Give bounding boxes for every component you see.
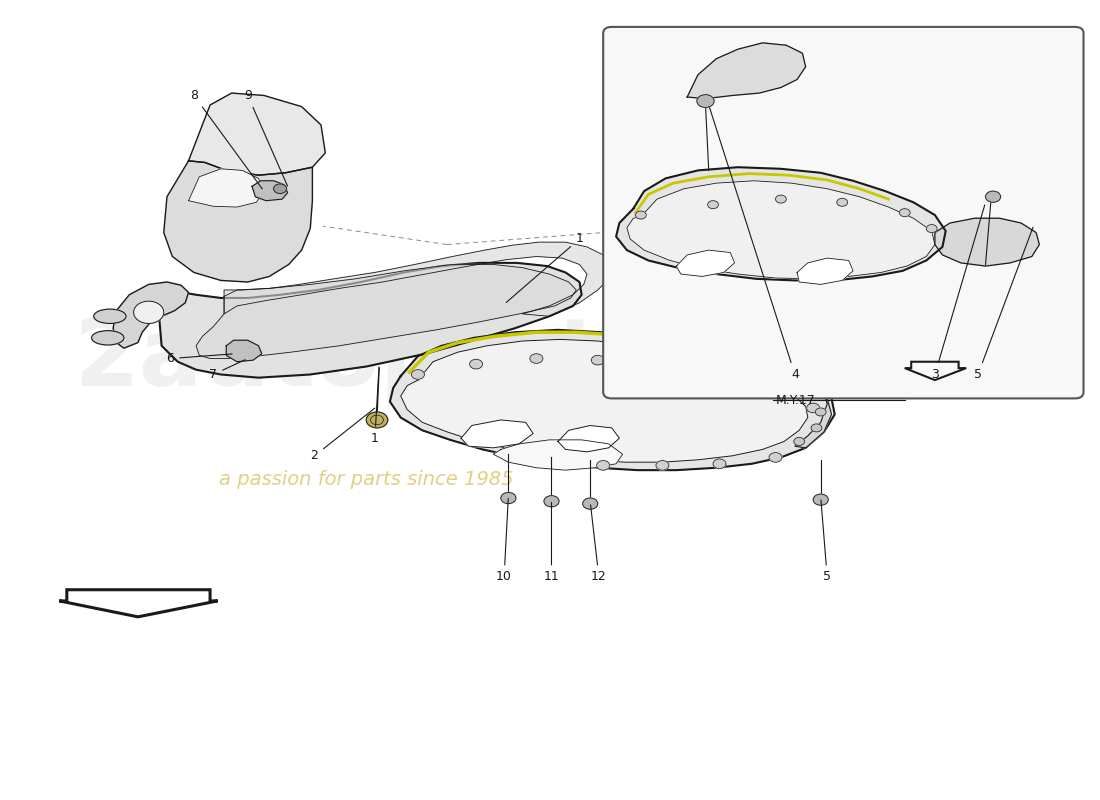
Circle shape bbox=[813, 494, 828, 506]
Circle shape bbox=[713, 373, 726, 382]
Text: M.Y.17: M.Y.17 bbox=[776, 394, 815, 406]
Circle shape bbox=[769, 453, 782, 462]
Text: 10: 10 bbox=[496, 498, 512, 583]
Circle shape bbox=[926, 225, 937, 233]
Circle shape bbox=[411, 370, 425, 379]
Polygon shape bbox=[935, 218, 1040, 266]
Circle shape bbox=[133, 301, 164, 323]
Polygon shape bbox=[400, 339, 807, 462]
Polygon shape bbox=[188, 169, 264, 207]
Circle shape bbox=[583, 498, 597, 510]
Circle shape bbox=[470, 359, 483, 369]
Text: 5: 5 bbox=[821, 500, 832, 583]
Circle shape bbox=[596, 461, 609, 470]
Polygon shape bbox=[795, 386, 832, 448]
Text: 2autoparts: 2autoparts bbox=[74, 314, 659, 406]
Circle shape bbox=[794, 438, 804, 446]
Polygon shape bbox=[164, 161, 312, 282]
Polygon shape bbox=[389, 330, 835, 470]
Polygon shape bbox=[616, 167, 946, 281]
Polygon shape bbox=[688, 43, 805, 98]
Text: 6: 6 bbox=[166, 352, 232, 365]
Circle shape bbox=[543, 496, 559, 507]
Polygon shape bbox=[252, 181, 287, 201]
Polygon shape bbox=[627, 181, 935, 279]
Text: 5: 5 bbox=[974, 227, 1033, 381]
Text: a passion for parts since 1985: a passion for parts since 1985 bbox=[219, 470, 514, 490]
Text: 4: 4 bbox=[710, 108, 799, 381]
Circle shape bbox=[900, 209, 910, 217]
Polygon shape bbox=[798, 258, 854, 285]
Circle shape bbox=[656, 461, 669, 470]
Text: 1: 1 bbox=[371, 367, 380, 445]
Circle shape bbox=[811, 424, 822, 432]
Circle shape bbox=[713, 459, 726, 469]
Text: 3: 3 bbox=[931, 205, 985, 381]
Circle shape bbox=[592, 355, 604, 365]
Polygon shape bbox=[196, 265, 576, 358]
Text: 11: 11 bbox=[543, 502, 560, 583]
Circle shape bbox=[650, 362, 663, 371]
Circle shape bbox=[500, 493, 516, 504]
Circle shape bbox=[274, 184, 286, 194]
Text: 9: 9 bbox=[244, 89, 287, 186]
FancyBboxPatch shape bbox=[603, 27, 1084, 398]
Circle shape bbox=[837, 198, 848, 206]
Circle shape bbox=[774, 387, 788, 397]
Polygon shape bbox=[188, 93, 326, 175]
Ellipse shape bbox=[94, 309, 126, 323]
Polygon shape bbox=[676, 250, 735, 277]
Text: 1: 1 bbox=[506, 233, 583, 302]
Circle shape bbox=[636, 211, 647, 219]
Ellipse shape bbox=[91, 330, 124, 345]
Circle shape bbox=[815, 408, 826, 416]
Circle shape bbox=[697, 94, 714, 107]
Circle shape bbox=[806, 403, 820, 413]
Circle shape bbox=[986, 191, 1001, 202]
Polygon shape bbox=[227, 340, 262, 362]
Polygon shape bbox=[493, 440, 623, 470]
Text: 2: 2 bbox=[310, 408, 375, 462]
Polygon shape bbox=[558, 426, 619, 452]
Circle shape bbox=[530, 354, 543, 363]
Polygon shape bbox=[160, 263, 582, 378]
Circle shape bbox=[707, 201, 718, 209]
Polygon shape bbox=[461, 420, 534, 448]
Circle shape bbox=[366, 412, 388, 428]
Text: 8: 8 bbox=[190, 89, 262, 189]
Polygon shape bbox=[113, 282, 188, 348]
Text: 7: 7 bbox=[209, 360, 245, 381]
Polygon shape bbox=[224, 242, 612, 316]
Text: 12: 12 bbox=[591, 505, 607, 583]
Circle shape bbox=[776, 195, 786, 203]
